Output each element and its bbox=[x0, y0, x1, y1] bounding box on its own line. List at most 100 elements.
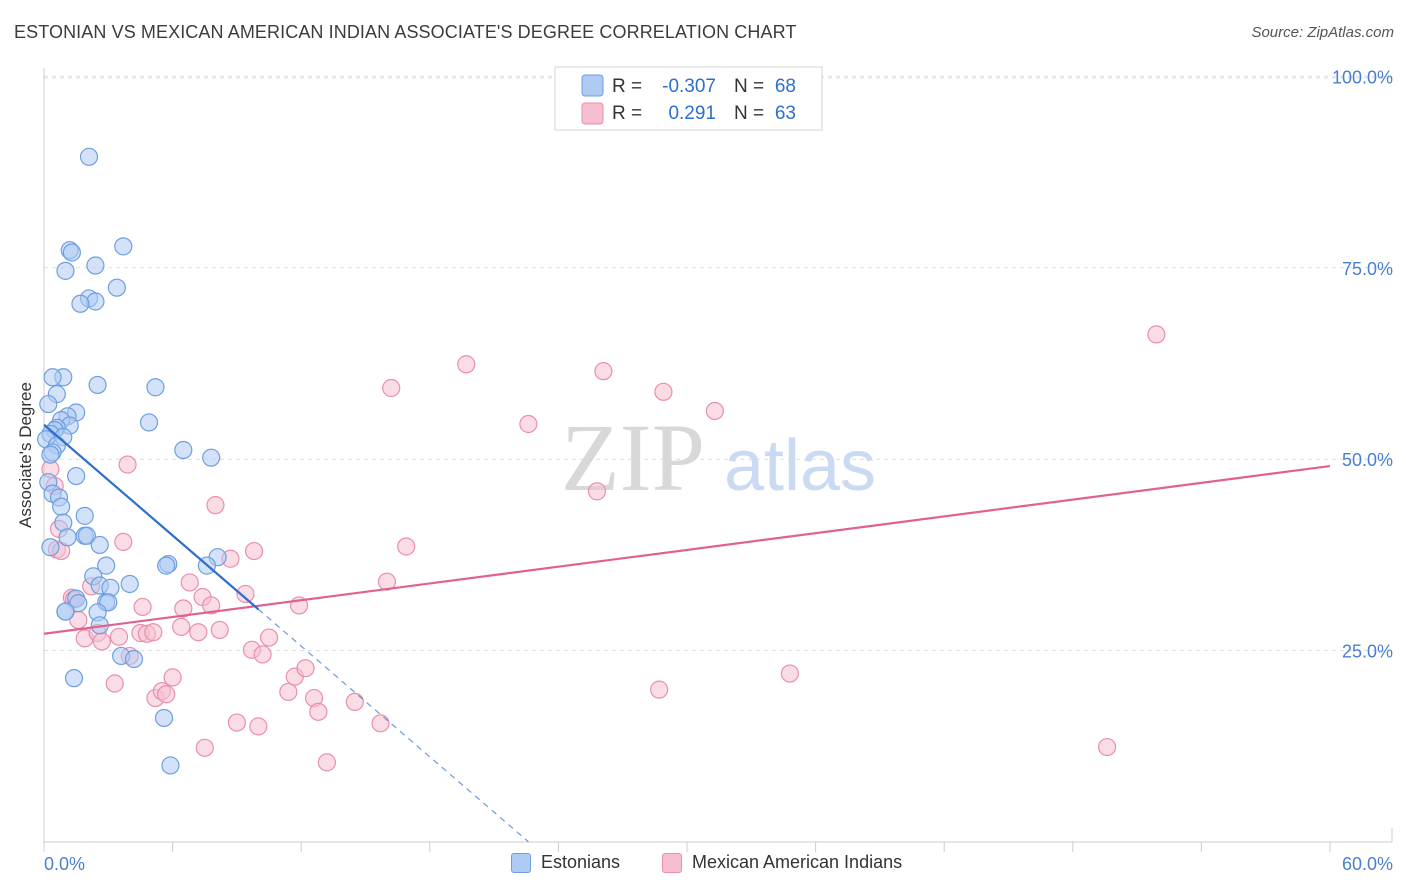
data-point bbox=[345, 692, 364, 711]
data-point bbox=[139, 413, 159, 432]
legend-swatch-estonians-bottom bbox=[511, 852, 531, 873]
legend-label-mexican: Mexican American Indians bbox=[692, 852, 903, 872]
legend-item-estonians[interactable]: Estonians bbox=[511, 852, 620, 873]
trend-line-estonians-extension bbox=[257, 608, 529, 843]
data-point bbox=[56, 261, 75, 280]
data-point bbox=[146, 378, 165, 397]
data-point bbox=[144, 623, 163, 642]
data-point bbox=[62, 243, 81, 262]
data-point bbox=[41, 445, 60, 464]
legend-swatch-mexican bbox=[581, 102, 604, 125]
data-point bbox=[41, 538, 60, 557]
data-point bbox=[154, 708, 174, 728]
stats-legend: R = -0.307 N = 68 R = 0.291 N = 63 bbox=[554, 66, 823, 131]
legend-r-label-1: R = bbox=[612, 76, 642, 97]
axes bbox=[43, 68, 1393, 852]
data-point bbox=[97, 556, 116, 575]
data-point bbox=[296, 659, 315, 678]
watermark: ZIP atlas bbox=[561, 404, 876, 511]
x-tick-label: 0.0% bbox=[44, 854, 85, 874]
data-point bbox=[317, 753, 337, 772]
legend-r-label-2: R = bbox=[612, 103, 642, 124]
data-point bbox=[39, 394, 58, 414]
data-point bbox=[114, 237, 133, 256]
data-point bbox=[244, 541, 264, 561]
data-point bbox=[594, 362, 613, 381]
data-point bbox=[52, 497, 71, 516]
data-point bbox=[107, 278, 126, 297]
data-point bbox=[77, 526, 96, 545]
x-tick-label: 60.0% bbox=[1342, 854, 1393, 874]
data-point bbox=[206, 496, 225, 515]
trend-lines bbox=[43, 423, 1331, 843]
trend-line-mexican bbox=[43, 464, 1331, 635]
data-point bbox=[210, 620, 229, 640]
y-tick-labels: 25.0% 50.0% 75.0% 100.0% bbox=[1332, 67, 1393, 661]
data-point bbox=[43, 368, 62, 387]
data-point bbox=[202, 448, 221, 467]
legend-n-value-2: 63 bbox=[775, 103, 796, 124]
data-point bbox=[377, 572, 397, 591]
legend-n-value-1: 68 bbox=[775, 76, 796, 97]
data-point bbox=[157, 685, 176, 704]
trend-line-estonians bbox=[43, 423, 260, 611]
data-point bbox=[249, 717, 268, 736]
data-point bbox=[88, 375, 107, 395]
bottom-legend: Estonians Mexican American Indians bbox=[0, 852, 1406, 878]
data-point bbox=[1097, 737, 1117, 757]
legend-r-value-2: 0.291 bbox=[668, 103, 716, 124]
data-point bbox=[109, 627, 129, 646]
x-tick-labels: 0.0% 60.0% bbox=[44, 854, 1393, 874]
series-estonians bbox=[37, 147, 227, 775]
data-point bbox=[279, 682, 298, 702]
y-tick-label: 75.0% bbox=[1342, 259, 1393, 279]
watermark-atlas: atlas bbox=[724, 426, 876, 506]
legend-item-mexican[interactable]: Mexican American Indians bbox=[662, 852, 902, 873]
data-point bbox=[189, 623, 208, 642]
data-point bbox=[172, 617, 191, 636]
data-point bbox=[86, 292, 105, 311]
data-point bbox=[58, 528, 77, 547]
data-point bbox=[120, 574, 139, 594]
data-point bbox=[64, 669, 84, 688]
legend-n-label-1: N = bbox=[734, 76, 764, 97]
data-point bbox=[161, 756, 180, 775]
data-point bbox=[157, 556, 176, 575]
data-point bbox=[202, 596, 221, 615]
data-point bbox=[519, 414, 538, 434]
data-point bbox=[174, 599, 193, 618]
data-point bbox=[587, 482, 607, 501]
legend-label-estonians: Estonians bbox=[541, 852, 621, 872]
data-point bbox=[397, 537, 416, 556]
data-point bbox=[75, 506, 94, 525]
series-mexican-american-indians bbox=[41, 325, 1166, 772]
data-point bbox=[227, 713, 246, 732]
data-point bbox=[457, 355, 476, 374]
data-point bbox=[236, 584, 255, 604]
data-point bbox=[69, 594, 88, 613]
data-point bbox=[174, 440, 193, 460]
data-point bbox=[79, 147, 99, 166]
y-tick-label: 25.0% bbox=[1342, 642, 1393, 662]
data-point bbox=[124, 649, 144, 669]
data-point bbox=[253, 645, 272, 664]
data-point bbox=[114, 532, 133, 551]
data-point bbox=[371, 714, 390, 733]
data-point bbox=[92, 632, 111, 651]
y-tick-label: 100.0% bbox=[1332, 67, 1393, 87]
data-point bbox=[118, 455, 137, 474]
data-point bbox=[654, 382, 673, 401]
data-point bbox=[163, 668, 182, 687]
data-point bbox=[90, 535, 109, 555]
data-point bbox=[195, 738, 214, 757]
watermark-zip: ZIP bbox=[561, 404, 705, 511]
data-point bbox=[56, 602, 75, 621]
legend-swatch-estonians bbox=[581, 74, 604, 97]
data-point bbox=[133, 597, 152, 617]
y-tick-label: 50.0% bbox=[1342, 450, 1393, 470]
legend-n-label-2: N = bbox=[734, 103, 764, 124]
legend-r-value-1: -0.307 bbox=[662, 76, 716, 97]
data-point bbox=[780, 664, 799, 683]
source-note: Source: ZipAtlas.com bbox=[1251, 24, 1394, 41]
